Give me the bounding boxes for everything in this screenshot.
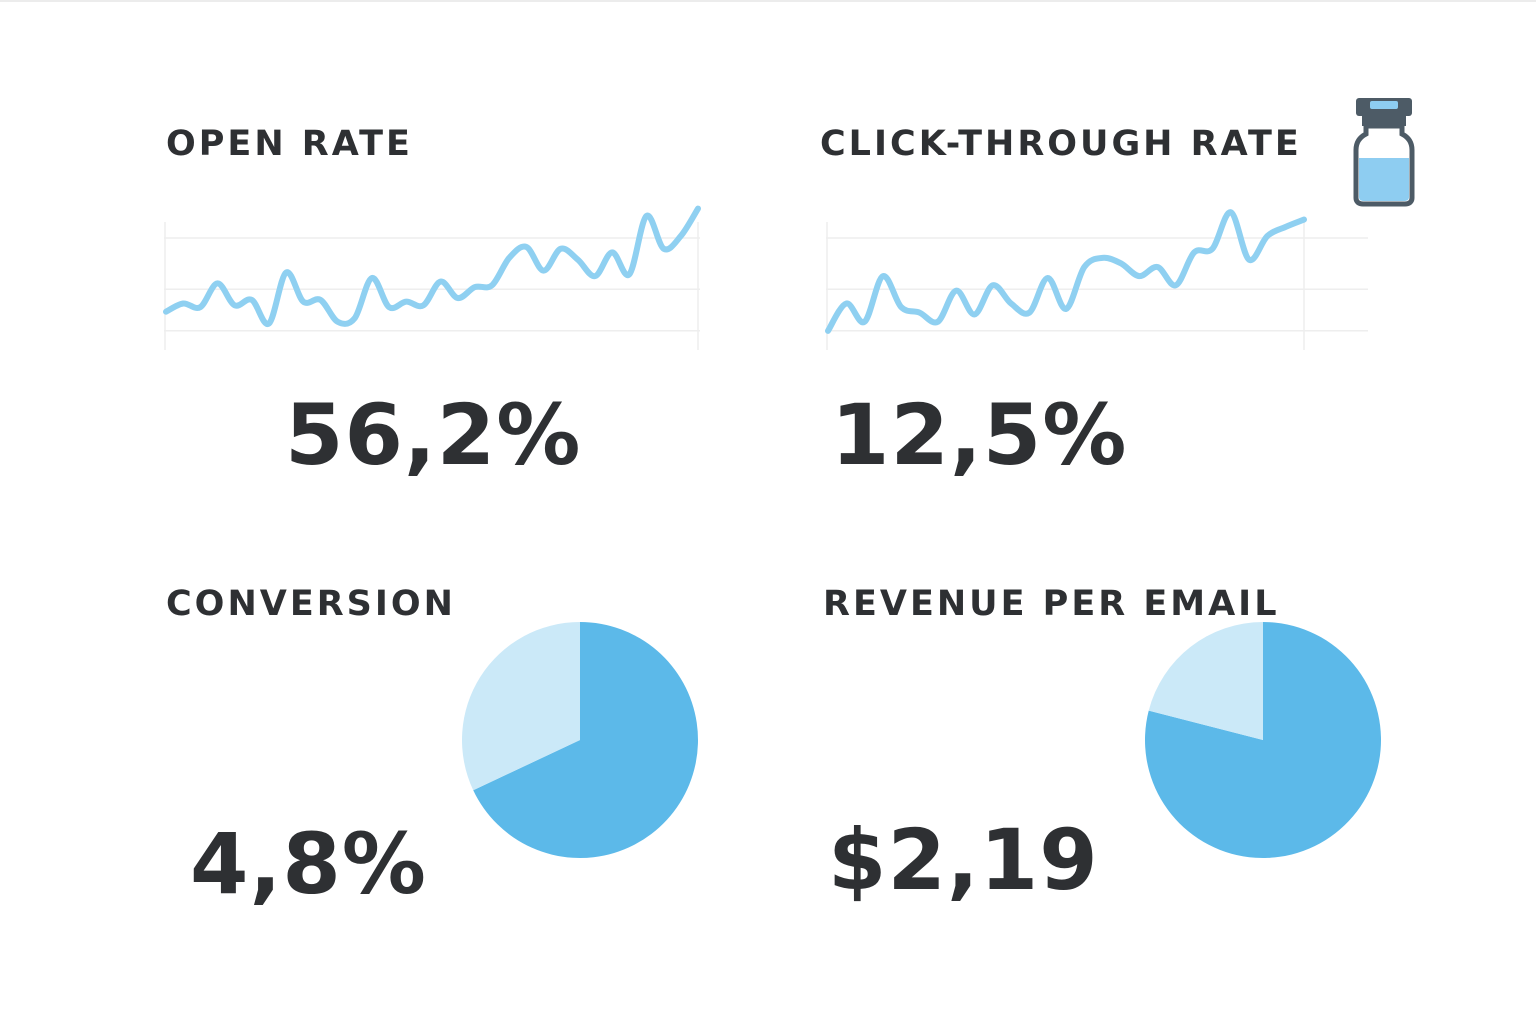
vial-liquid xyxy=(1359,158,1409,201)
revenue-value: $2,19 xyxy=(828,811,1099,909)
pie-slice-major xyxy=(473,622,698,858)
series-line xyxy=(825,209,1307,334)
conversion-value: 4,8% xyxy=(190,815,427,913)
pie-slice-minor xyxy=(462,622,580,791)
revenue-pie xyxy=(1145,622,1381,858)
ctr-label: CLICK-THROUGH RATE xyxy=(820,124,1302,164)
vial-icon xyxy=(1352,96,1416,208)
top-divider xyxy=(0,0,1536,2)
open-rate-value: 56,2% xyxy=(285,386,582,484)
revenue-label: REVENUE PER EMAIL xyxy=(823,584,1280,624)
conversion-pie xyxy=(462,622,698,858)
vial-cap-label xyxy=(1370,101,1398,109)
pie-slice-minor xyxy=(1148,622,1263,740)
vial-neck xyxy=(1362,116,1406,126)
series-line xyxy=(163,205,701,327)
ctr-value: 12,5% xyxy=(831,386,1128,484)
open-rate-label: OPEN RATE xyxy=(166,124,413,164)
open-rate-sparkline xyxy=(163,205,701,350)
ctr-sparkline xyxy=(825,209,1368,350)
conversion-label: CONVERSION xyxy=(166,584,456,624)
